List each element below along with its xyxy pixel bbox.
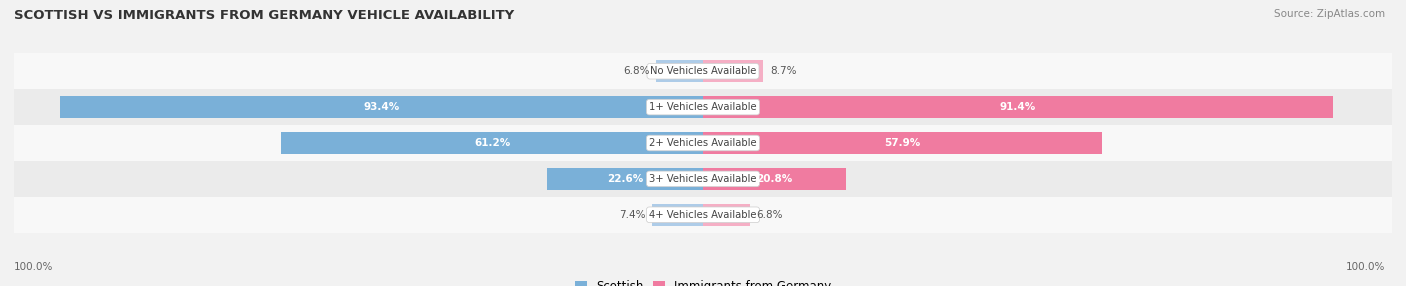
Bar (0, 53, 1406, 89)
Bar (0, 161, 1406, 197)
Text: 91.4%: 91.4% (1000, 102, 1036, 112)
Text: 6.8%: 6.8% (623, 66, 650, 76)
Bar (0, 197, 1406, 233)
Bar (703, 60, 763, 82)
Text: 93.4%: 93.4% (363, 102, 399, 112)
Text: 7.4%: 7.4% (619, 210, 645, 220)
Bar (703, 132, 1102, 154)
Text: 6.8%: 6.8% (756, 210, 783, 220)
Text: No Vehicles Available: No Vehicles Available (650, 66, 756, 76)
Text: 100.0%: 100.0% (1346, 262, 1385, 272)
Bar (703, 96, 1333, 118)
Bar (59, 96, 703, 118)
Bar (0, 89, 1406, 125)
Text: 61.2%: 61.2% (474, 138, 510, 148)
Text: 1+ Vehicles Available: 1+ Vehicles Available (650, 102, 756, 112)
Text: Source: ZipAtlas.com: Source: ZipAtlas.com (1274, 9, 1385, 19)
Bar (547, 168, 703, 190)
Text: 22.6%: 22.6% (607, 174, 644, 184)
Text: 57.9%: 57.9% (884, 138, 921, 148)
Text: 3+ Vehicles Available: 3+ Vehicles Available (650, 174, 756, 184)
Bar (281, 132, 703, 154)
Text: 100.0%: 100.0% (14, 262, 53, 272)
Legend: Scottish, Immigrants from Germany: Scottish, Immigrants from Germany (569, 276, 837, 286)
Text: 8.7%: 8.7% (770, 66, 796, 76)
Bar (0, 125, 1406, 161)
Text: 2+ Vehicles Available: 2+ Vehicles Available (650, 138, 756, 148)
Bar (652, 204, 703, 226)
Bar (703, 168, 846, 190)
Bar (703, 204, 749, 226)
Text: 20.8%: 20.8% (756, 174, 793, 184)
Bar (657, 60, 703, 82)
Text: SCOTTISH VS IMMIGRANTS FROM GERMANY VEHICLE AVAILABILITY: SCOTTISH VS IMMIGRANTS FROM GERMANY VEHI… (14, 9, 515, 21)
Text: 4+ Vehicles Available: 4+ Vehicles Available (650, 210, 756, 220)
